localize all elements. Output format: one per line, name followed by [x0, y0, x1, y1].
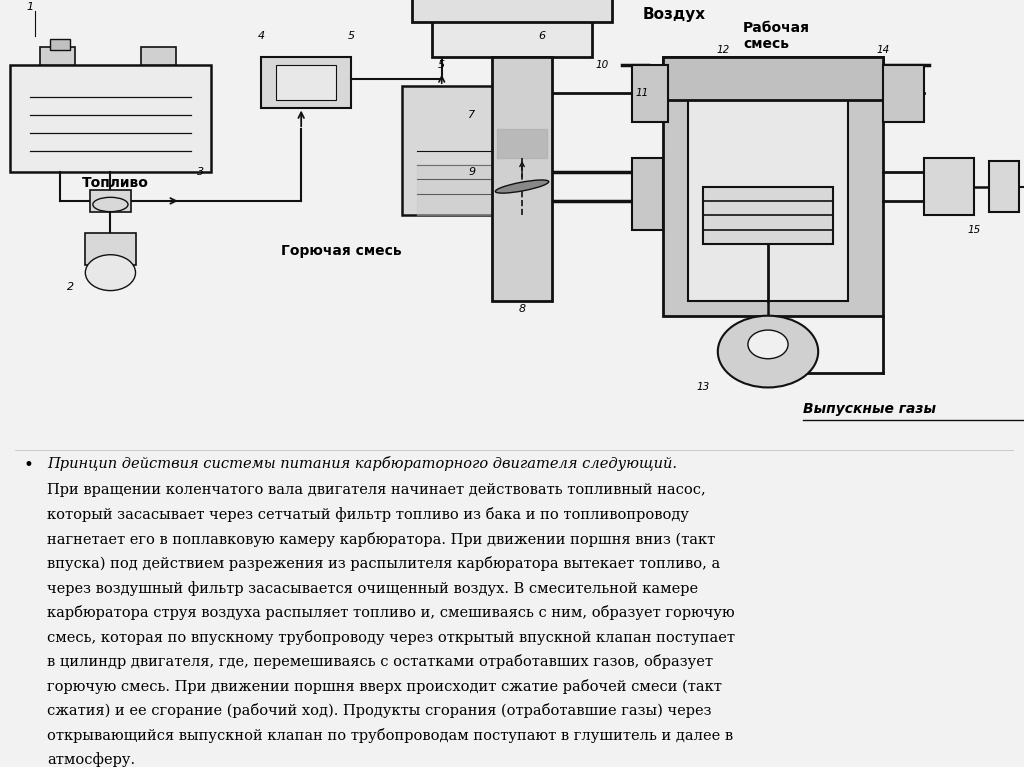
Bar [50, 39, 71, 50]
Text: Рабочая
смесь: Рабочая смесь [742, 21, 810, 51]
Text: сжатия) и ее сгорание (рабочий ход). Продукты сгорания (отработавшие газы) через: сжатия) и ее сгорание (рабочий ход). Про… [47, 703, 712, 718]
Text: в цилиндр двигателя, где, перемешиваясь с остатками отработавших газов, образует: в цилиндр двигателя, где, перемешиваясь … [47, 654, 714, 670]
Bar [688, 72, 848, 301]
Text: 5: 5 [438, 60, 445, 70]
Text: 4: 4 [257, 31, 264, 41]
Text: 14: 14 [877, 45, 890, 55]
Ellipse shape [496, 180, 549, 193]
Bar [633, 158, 663, 229]
Bar [261, 58, 351, 107]
Text: •: • [24, 456, 33, 474]
Text: 2: 2 [67, 282, 74, 292]
Text: открывающийся выпускной клапан по трубопроводам поступают в глушитель и далее в: открывающийся выпускной клапан по трубоп… [47, 728, 733, 742]
Text: 3: 3 [198, 167, 205, 177]
Text: 13: 13 [696, 383, 710, 393]
Text: Топливо: Топливо [82, 176, 148, 190]
Text: нагнетает его в поплавковую камеру карбюратора. При движении поршня вниз (такт: нагнетает его в поплавковую камеру карбю… [47, 532, 716, 547]
Text: атмосферу.: атмосферу. [47, 752, 135, 767]
Bar [276, 64, 336, 100]
Bar [85, 233, 135, 265]
Text: 5: 5 [348, 31, 355, 41]
Text: 7: 7 [468, 110, 475, 120]
Bar [989, 161, 1019, 212]
Bar [492, 58, 552, 301]
Text: При вращении коленчатого вала двигателя начинает действовать топливный насос,: При вращении коленчатого вала двигателя … [47, 483, 707, 497]
Bar [90, 190, 130, 212]
Text: впуска) под действием разрежения из распылителя карбюратора вытекает топливо, а: впуска) под действием разрежения из расп… [47, 556, 721, 571]
Text: 12: 12 [716, 45, 729, 55]
Bar [663, 58, 884, 100]
Text: карбюратора струя воздуха распыляет топливо и, смешиваясь с ним, образует горючу: карбюратора струя воздуха распыляет топл… [47, 605, 735, 621]
Text: 8: 8 [518, 304, 525, 314]
Bar [633, 64, 668, 122]
Text: смесь, которая по впускному трубопроводу через открытый впускной клапан поступае: смесь, которая по впускному трубопроводу… [47, 630, 735, 645]
Text: горючую смесь. При движении поршня вверх происходит сжатие рабочей смеси (такт: горючую смесь. При движении поршня вверх… [47, 679, 722, 693]
Bar [884, 64, 924, 122]
Bar [40, 47, 76, 64]
Text: 10: 10 [596, 60, 609, 70]
Text: 9: 9 [468, 167, 475, 177]
Bar [432, 0, 592, 58]
Text: через воздушный фильтр засасывается очищенный воздух. В смесительной камере: через воздушный фильтр засасывается очищ… [47, 581, 698, 596]
Circle shape [85, 255, 135, 291]
Text: 15: 15 [968, 225, 980, 235]
Circle shape [748, 330, 788, 359]
Text: 1: 1 [27, 2, 34, 12]
Bar [140, 47, 176, 64]
Text: Выпускные газы: Выпускные газы [803, 402, 936, 416]
Bar [663, 58, 884, 316]
Ellipse shape [93, 197, 128, 212]
Bar [401, 86, 522, 216]
Bar [702, 186, 834, 244]
Bar [924, 158, 974, 216]
Text: Воздух: Воздух [642, 7, 706, 21]
Bar [10, 64, 211, 173]
Text: который засасывает через сетчатый фильтр топливо из бака и по топливопроводу: который засасывает через сетчатый фильтр… [47, 507, 689, 522]
Text: Принцип действия системы питания карбюраторного двигателя следующий.: Принцип действия системы питания карбюра… [47, 456, 677, 471]
Text: Горючая смесь: Горючая смесь [282, 244, 401, 258]
Text: 11: 11 [636, 88, 649, 98]
Circle shape [718, 316, 818, 387]
Text: 6: 6 [539, 31, 546, 41]
Bar [412, 0, 612, 21]
